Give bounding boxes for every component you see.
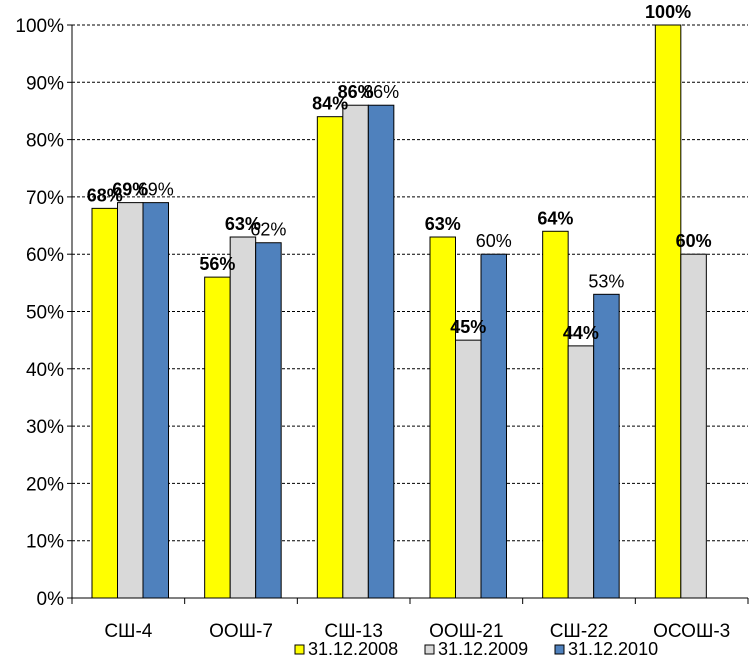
data-label: 63% — [425, 214, 461, 234]
bar[interactable] — [342, 104, 369, 599]
x-tick-label: СШ-4 — [104, 621, 152, 642]
bar[interactable] — [229, 236, 257, 599]
legend-label: 31.12.2010 — [568, 639, 658, 659]
y-tick-label: 10% — [26, 532, 64, 553]
bar[interactable] — [204, 276, 231, 599]
legend-swatch — [424, 644, 435, 655]
data-label: 62% — [250, 220, 286, 240]
y-tick-label: 60% — [26, 245, 64, 266]
y-tick-label: 70% — [26, 188, 64, 209]
x-tick-label: СШ-13 — [324, 621, 383, 642]
legend-swatch — [554, 644, 565, 655]
y-tick-label: 80% — [26, 131, 64, 152]
bar[interactable] — [593, 293, 620, 599]
data-label: 56% — [199, 254, 235, 274]
bar[interactable] — [680, 253, 707, 599]
bar[interactable] — [429, 236, 456, 599]
bar[interactable] — [654, 24, 682, 599]
y-tick-label: 100% — [15, 16, 64, 37]
y-tick-label: 90% — [26, 73, 64, 94]
y-tick-label: 0% — [37, 589, 65, 610]
bar[interactable] — [567, 345, 595, 599]
legend-swatch — [294, 644, 305, 655]
bar[interactable] — [542, 230, 569, 599]
data-label: 60% — [476, 231, 512, 251]
data-label: 69% — [112, 180, 148, 200]
data-label: 86% — [363, 82, 399, 102]
y-tick-label: 40% — [26, 360, 64, 381]
bar[interactable] — [255, 242, 282, 599]
data-label: 84% — [312, 94, 348, 114]
legend-label: 31.12.2008 — [308, 639, 398, 659]
data-label: 45% — [450, 317, 486, 337]
y-tick-label: 50% — [26, 303, 64, 324]
data-label: 68% — [87, 185, 123, 205]
bar[interactable] — [455, 339, 482, 599]
data-label: 63% — [225, 214, 261, 234]
x-tick-label: ООШ-7 — [209, 621, 273, 642]
data-label: 86% — [338, 82, 374, 102]
x-tick-label: СШ-22 — [550, 621, 609, 642]
data-label: 60% — [676, 231, 712, 251]
legend-label: 31.12.2009 — [438, 639, 528, 659]
y-tick-label: 30% — [26, 417, 64, 438]
data-label: 100% — [645, 2, 691, 22]
x-tick-label: ООШ-21 — [429, 621, 503, 642]
data-label: 44% — [563, 323, 599, 343]
bar[interactable] — [117, 202, 144, 599]
data-label: 64% — [537, 208, 573, 228]
bar[interactable] — [367, 104, 395, 599]
y-tick-label: 20% — [26, 474, 64, 495]
bar[interactable] — [316, 116, 344, 599]
bar[interactable] — [91, 207, 118, 599]
bar[interactable] — [480, 253, 507, 599]
data-label: 53% — [588, 271, 624, 291]
x-tick-label: ОСОШ-3 — [653, 621, 730, 642]
data-label: 69% — [138, 180, 174, 200]
bar[interactable] — [142, 202, 169, 599]
